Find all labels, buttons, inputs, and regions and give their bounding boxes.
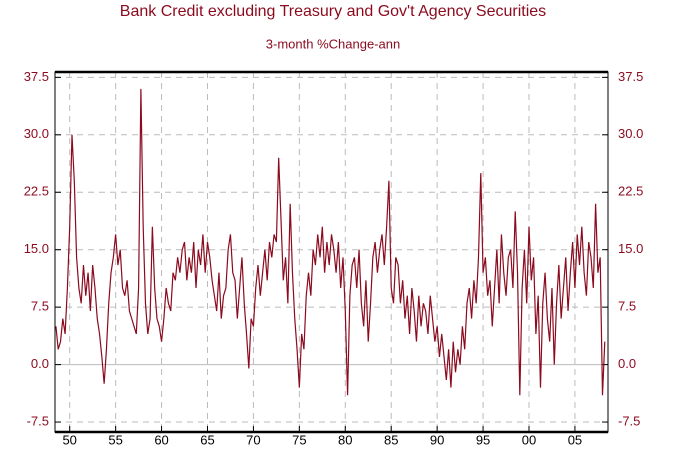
x-tick-label: 05 — [568, 432, 582, 447]
x-tick-label: 55 — [108, 432, 122, 447]
x-tick-label: 00 — [522, 432, 536, 447]
x-tick-label: 95 — [476, 432, 490, 447]
y2-tick-label: 30.0 — [618, 126, 643, 141]
y2-tick-label: 22.5 — [618, 184, 643, 199]
x-tick-label: 70 — [246, 432, 260, 447]
y-tick-label: 30.0 — [24, 126, 49, 141]
chart-subtitle: 3-month %Change-ann — [266, 36, 400, 51]
y-tick-label: 0.0 — [31, 356, 49, 371]
y-tick-label: 7.5 — [31, 299, 49, 314]
data-line — [55, 88, 606, 396]
y2-tick-label: 15.0 — [618, 241, 643, 256]
x-tick-label: 50 — [62, 432, 76, 447]
y-tick-label: 15.0 — [24, 241, 49, 256]
x-tick-label: 65 — [200, 432, 214, 447]
x-tick-label: 90 — [430, 432, 444, 447]
y2-tick-label: -7.5 — [618, 413, 640, 428]
y-tick-label: 22.5 — [24, 184, 49, 199]
x-tick-label: 75 — [292, 432, 306, 447]
x-tick-label: 85 — [384, 432, 398, 447]
y2-tick-label: 37.5 — [618, 69, 643, 84]
y-tick-label: -7.5 — [27, 413, 49, 428]
y2-tick-label: 0.0 — [618, 356, 636, 371]
chart-title: Bank Credit excluding Treasury and Gov't… — [120, 3, 546, 20]
x-tick-label: 60 — [154, 432, 168, 447]
y-tick-label: 37.5 — [24, 69, 49, 84]
y2-tick-label: 7.5 — [618, 299, 636, 314]
x-tick-label: 80 — [338, 432, 352, 447]
